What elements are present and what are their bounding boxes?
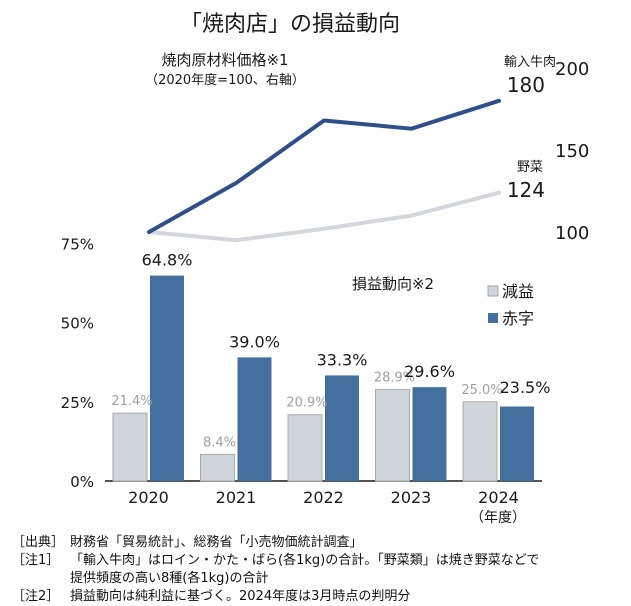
bar-akaji-2020 — [150, 276, 184, 481]
note-2-tag: ［注2］ — [12, 588, 70, 606]
bar-gengeki-2023 — [376, 389, 410, 481]
bar-gengeki-2022 — [288, 415, 322, 481]
bar-label-akaji-2021: 39.0% — [229, 332, 280, 351]
line-chart-subtitle: 焼肉原材料価格※1 — [161, 51, 288, 69]
bar-akaji-2022 — [325, 375, 359, 481]
legend-label-akaji: 赤字 — [502, 309, 534, 328]
notes: ［出典］ 財務省「貿易統計」、総務省「小売物価統計調査」 ［注1］ 「輸入牛肉」… — [12, 534, 539, 606]
right-axis-tick-label: 100 — [555, 223, 589, 244]
bar-label-akaji-2022: 33.3% — [317, 350, 368, 369]
legend-label-gengeki: 減益 — [502, 282, 534, 301]
left-axis-tick-label: 50% — [61, 315, 94, 333]
left-axis-tick-label: 25% — [61, 394, 94, 412]
bar-label-gengeki-2024: 25.0% — [461, 383, 502, 398]
bar-label-akaji-2023: 29.6% — [404, 362, 455, 381]
line-series-vegetables — [149, 193, 499, 241]
note-1-text: 「輸入牛肉」はロイン・かた・ばら(各1kg)の合計。「野菜類」は焼き野菜などで — [70, 552, 539, 570]
source-tag: ［出典］ — [12, 534, 70, 552]
bar-label-akaji-2024: 23.5% — [500, 378, 551, 397]
x-tick-label-2023: 2023 — [391, 488, 432, 507]
bar-gengeki-2024 — [463, 402, 497, 481]
note-1-continued: 提供頻度の高い8種(各1kg)の合計 — [12, 570, 539, 588]
left-axis-tick-label: 75% — [61, 235, 94, 253]
chart-title: 「焼肉店」の損益動向 — [180, 12, 400, 37]
legend-swatch-akaji — [488, 313, 498, 323]
note-2: ［注2］ 損益動向は純利益に基づく。2024年度は3月時点の判明分 — [12, 588, 539, 606]
source-text: 財務省「貿易統計」、総務省「小売物価統計調査」 — [70, 534, 363, 552]
chart-canvas: 「焼肉店」の損益動向 焼肉原材料価格※1 （2020年度=100、右軸） 損益動… — [0, 0, 631, 530]
note-1: ［注1］ 「輸入牛肉」はロイン・かた・ばら(各1kg)の合計。「野菜類」は焼き野… — [12, 552, 539, 570]
bar-label-gengeki-2022: 20.9% — [286, 396, 327, 411]
x-tick-label-2022: 2022 — [303, 488, 344, 507]
note-1-tag: ［注1］ — [12, 552, 70, 570]
x-axis-unit-label: （年度） — [470, 510, 526, 526]
right-axis-tick-label: 200 — [555, 59, 589, 80]
bar-label-akaji-2020: 64.8% — [142, 251, 193, 270]
bar-akaji-2023 — [413, 387, 447, 481]
line-end-label-imported-beef: 180 — [507, 73, 545, 97]
bar-label-gengeki-2020: 21.4% — [111, 394, 152, 409]
line-series-name-vegetables: 野菜 — [517, 160, 543, 175]
source-note: ［出典］ 財務省「貿易統計」、総務省「小売物価統計調査」 — [12, 534, 539, 552]
bar-gengeki-2020 — [113, 413, 147, 481]
x-tick-label-2020: 2020 — [128, 488, 169, 507]
x-tick-label-2024: 2024 — [478, 488, 519, 507]
line-end-label-vegetables: 124 — [507, 178, 545, 202]
bar-akaji-2021 — [238, 357, 272, 481]
x-tick-label-2021: 2021 — [216, 488, 257, 507]
note-2-text: 損益動向は純利益に基づく。2024年度は3月時点の判明分 — [70, 588, 410, 606]
right-axis-tick-label: 150 — [555, 141, 589, 162]
legend-swatch-gengeki — [488, 286, 498, 296]
bar-label-gengeki-2021: 8.4% — [203, 435, 236, 450]
line-series-name-imported-beef: 輸入牛肉 — [504, 55, 556, 70]
bar-akaji-2024 — [500, 407, 534, 481]
line-chart-subtitle-note: （2020年度=100、右軸） — [145, 72, 305, 88]
bar-chart-title: 損益動向※2 — [352, 275, 434, 293]
bar-gengeki-2021 — [201, 454, 235, 481]
left-axis-tick-label: 0% — [70, 473, 94, 491]
